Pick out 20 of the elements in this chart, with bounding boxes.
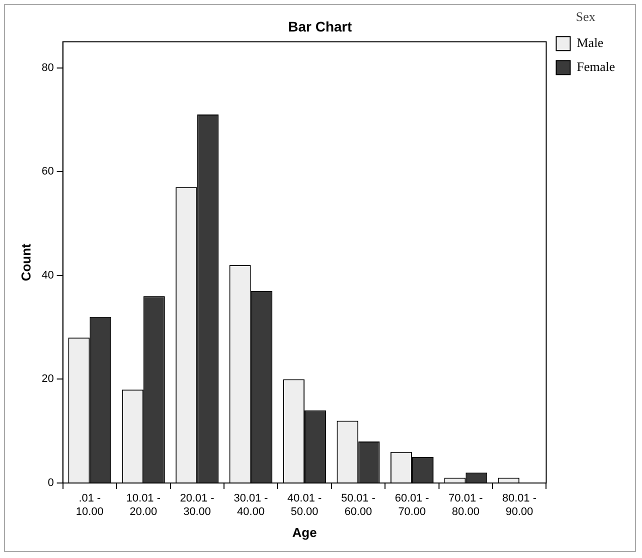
x-tick-label: 60.01 - 70.00 <box>394 492 430 518</box>
y-axis-title: Count <box>18 242 34 282</box>
y-tick-label: 20 <box>42 373 54 386</box>
legend-label: Male <box>576 35 604 50</box>
y-tick-label: 60 <box>42 166 54 178</box>
y-tick-label: 80 <box>42 62 54 74</box>
legend-label: Female <box>576 59 616 74</box>
x-tick-label: 20.01 - 30.00 <box>180 492 215 518</box>
x-tick-label: .01 - 10.00 <box>76 492 104 518</box>
x-tick-label: 80.01 - 90.00 <box>502 492 537 518</box>
x-tick-label: 40.01 - 50.00 <box>287 492 322 518</box>
chart-title: Bar Chart <box>288 18 352 34</box>
legend-title: Sex <box>576 8 596 24</box>
x-tick-label: 70.01 - 80.00 <box>448 492 484 518</box>
x-tick-label: 50.01 - 60.00 <box>341 492 376 518</box>
y-tick-label: 0 <box>48 477 54 490</box>
x-axis-title: Age <box>292 524 317 540</box>
y-tick-label: 40 <box>42 269 54 282</box>
x-tick-label: 10.01 - 20.00 <box>126 492 161 518</box>
x-tick-label: 30.01 - 40.00 <box>234 492 268 518</box>
